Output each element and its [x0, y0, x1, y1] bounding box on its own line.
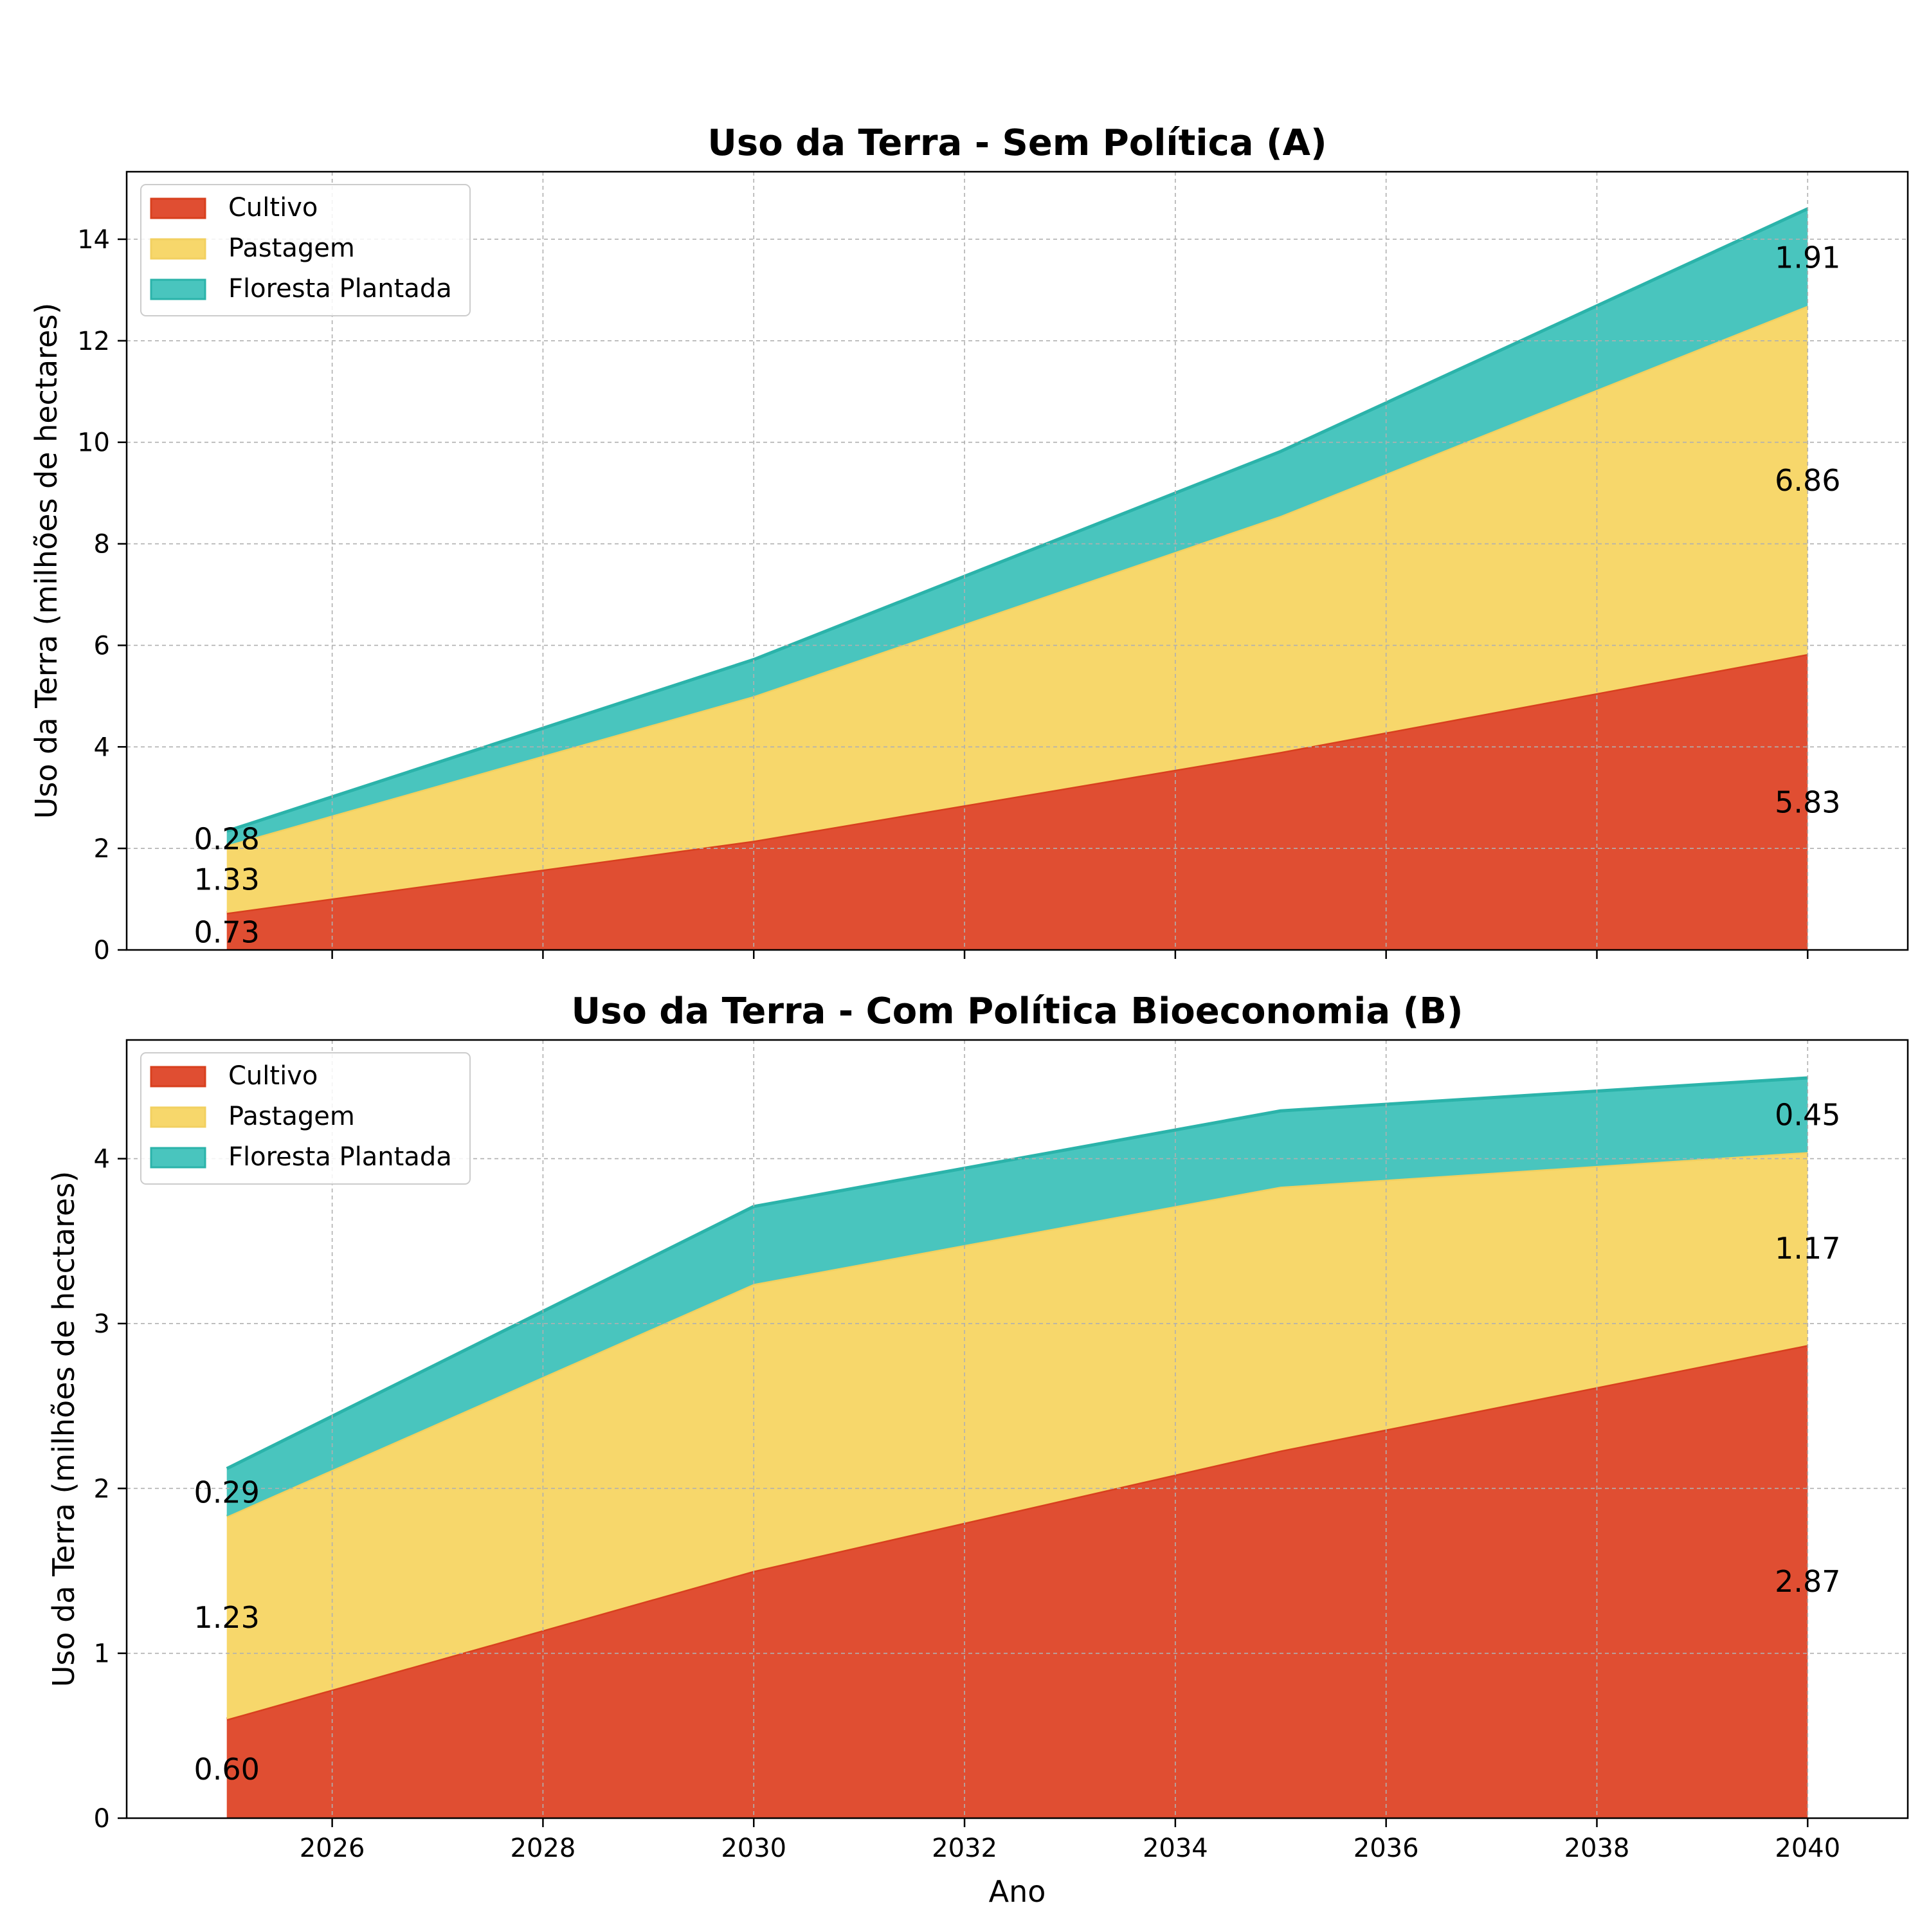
legend-box — [140, 1052, 471, 1185]
area-edge-floresta-plantada — [226, 1076, 1808, 1470]
x-axis-label: Ano — [989, 1874, 1046, 1909]
value-annotation: 0.29 — [194, 1475, 259, 1509]
x-tick-label: 2040 — [1775, 1834, 1840, 1863]
y-tick-label: 14 — [77, 225, 110, 255]
y-tick-label: 2 — [94, 834, 110, 864]
legend: Cultivo Pastagem Floresta Plantada — [140, 184, 471, 316]
x-tick-label: 2028 — [511, 1834, 576, 1863]
legend-box — [140, 184, 471, 316]
value-annotation: 0.60 — [194, 1752, 259, 1787]
legend-swatch — [150, 197, 206, 219]
x-tick-label: 2026 — [300, 1834, 365, 1863]
legend-swatch — [150, 1066, 206, 1088]
y-tick-label: 2 — [94, 1474, 110, 1504]
legend-label: Pastagem — [228, 1102, 355, 1131]
subplot-2: 0 1 2 3 4 2026 2028 2030 2032 2034 2036 2038 2040 Uso… — [46, 990, 1909, 1909]
y-axis-label: Uso da Terra (milhões de hectares) — [46, 1171, 81, 1688]
y-axis-label: Uso da Terra (milhões de hectares) — [29, 303, 64, 819]
legend-label: Cultivo — [228, 193, 318, 223]
value-annotation: 0.28 — [194, 821, 259, 856]
value-annotation: 1.33 — [194, 862, 259, 897]
value-annotation: 1.17 — [1775, 1231, 1840, 1266]
value-annotation: 2.87 — [1775, 1564, 1840, 1599]
chart-title: Uso da Terra - Com Política Bioeconomia … — [572, 990, 1463, 1032]
y-tick-label: 8 — [94, 530, 110, 560]
y-tick-label: 12 — [77, 327, 110, 356]
y-tick-label: 4 — [94, 1145, 110, 1174]
axes-frame — [125, 1039, 1909, 1819]
y-tick-label: 0 — [94, 936, 110, 965]
x-tick-label: 2032 — [932, 1834, 997, 1863]
x-tick-label: 2030 — [721, 1834, 786, 1863]
value-annotation: 1.91 — [1775, 241, 1840, 275]
legend-swatch — [150, 278, 206, 300]
y-tick-label: 3 — [94, 1309, 110, 1339]
area-edge-floresta-plantada — [226, 207, 1809, 833]
legend-label: Cultivo — [228, 1061, 318, 1091]
x-tick-label: 2034 — [1143, 1834, 1208, 1863]
area-floresta-plantada — [226, 208, 1808, 846]
area-floresta-plantada — [226, 1077, 1808, 1517]
subplot-1: 0 2 4 6 8 10 12 14 Uso da Terra - Sem Política (… — [29, 122, 1909, 965]
axes-frame — [125, 170, 1909, 951]
chart-title: Uso da Terra - Sem Política (A) — [707, 122, 1327, 164]
legend-label: Floresta Plantada — [228, 274, 452, 304]
legend-swatch — [150, 1147, 206, 1169]
y-tick-label: 0 — [94, 1804, 110, 1834]
value-annotation: 1.23 — [194, 1600, 259, 1635]
legend-label: Pastagem — [228, 233, 355, 263]
y-tick-label: 10 — [77, 428, 110, 458]
area-cultivo — [226, 1345, 1808, 1818]
y-tick-label: 1 — [94, 1639, 110, 1669]
area-pastagem — [226, 1152, 1808, 1720]
legend: Cultivo Pastagem Floresta Plantada — [140, 1052, 471, 1185]
value-annotation: 0.73 — [194, 915, 259, 950]
legend-swatch — [150, 1106, 206, 1128]
area-pastagem — [226, 305, 1808, 913]
area-edge-cultivo — [226, 1343, 1808, 1721]
y-tick-label: 4 — [94, 733, 110, 762]
value-annotation: 6.86 — [1775, 463, 1840, 498]
legend-swatch — [150, 238, 206, 260]
value-annotation: 0.45 — [1775, 1097, 1840, 1132]
value-annotation: 5.83 — [1775, 785, 1840, 820]
y-tick-label: 6 — [94, 631, 110, 661]
legend-label: Floresta Plantada — [228, 1142, 452, 1172]
x-tick-label: 2038 — [1564, 1834, 1630, 1863]
area-edge-pastagem — [226, 1150, 1808, 1518]
x-tick-label: 2036 — [1354, 1834, 1419, 1863]
